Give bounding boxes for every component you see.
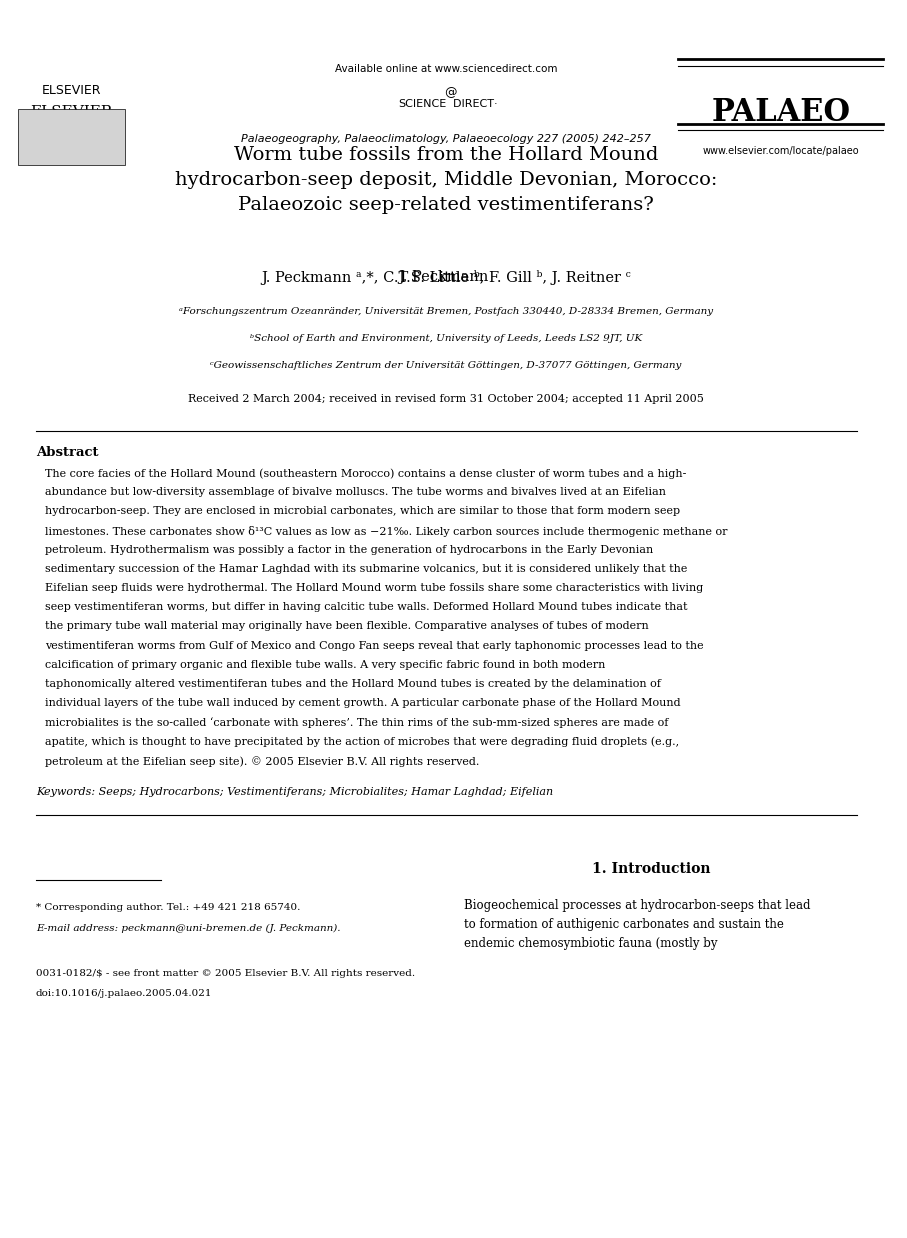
Text: sedimentary succession of the Hamar Laghdad with its submarine volcanics, but it: sedimentary succession of the Hamar Lagh… [44,565,687,574]
Text: Received 2 March 2004; received in revised form 31 October 2004; accepted 11 Apr: Received 2 March 2004; received in revis… [188,394,704,404]
Text: endemic chemosymbiotic fauna (mostly by: endemic chemosymbiotic fauna (mostly by [464,937,717,951]
Text: hydrocarbon-seep. They are enclosed in microbial carbonates, which are similar t: hydrocarbon-seep. They are enclosed in m… [44,506,679,516]
Text: ᵇSchool of Earth and Environment, University of Leeds, Leeds LS2 9JT, UK: ᵇSchool of Earth and Environment, Univer… [250,334,642,343]
Text: @: @ [444,87,457,99]
Text: to formation of authigenic carbonates and sustain the: to formation of authigenic carbonates an… [464,919,784,931]
Text: Biogeochemical processes at hydrocarbon-seeps that lead: Biogeochemical processes at hydrocarbon-… [464,899,811,912]
Text: PALAEO: PALAEO [711,97,850,128]
Text: SCIENCE: SCIENCE [398,99,446,109]
Text: ELSEVIER: ELSEVIER [42,84,102,98]
Text: petroleum at the Eifelian seep site). © 2005 Elsevier B.V. All rights reserved.: petroleum at the Eifelian seep site). © … [44,755,479,766]
Text: individual layers of the tube wall induced by cement growth. A particular carbon: individual layers of the tube wall induc… [44,698,680,708]
Text: ᵃForschungszentrum Ozeanränder, Universität Bremen, Postfach 330440, D-28334 Bre: ᵃForschungszentrum Ozeanränder, Universi… [179,307,713,316]
FancyBboxPatch shape [18,109,125,165]
Text: J. Peckmann: J. Peckmann [399,270,493,284]
Text: ELSEVIER: ELSEVIER [30,105,112,119]
Text: Keywords: Seeps; Hydrocarbons; Vestimentiferans; Microbialites; Hamar Laghdad; E: Keywords: Seeps; Hydrocarbons; Vestiment… [35,787,552,797]
Text: www.elsevier.com/locate/palaeo: www.elsevier.com/locate/palaeo [702,146,859,156]
Text: taphonomically altered vestimentiferan tubes and the Hollard Mound tubes is crea: taphonomically altered vestimentiferan t… [44,678,660,690]
Text: ᶜGeowissenschaftliches Zentrum der Universität Göttingen, D-37077 Göttingen, Ger: ᶜGeowissenschaftliches Zentrum der Unive… [210,361,682,370]
Text: the primary tube wall material may originally have been flexible. Comparative an: the primary tube wall material may origi… [44,621,649,631]
Text: The core facies of the Hollard Mound (southeastern Morocco) contains a dense clu: The core facies of the Hollard Mound (so… [44,468,686,479]
Text: petroleum. Hydrothermalism was possibly a factor in the generation of hydrocarbo: petroleum. Hydrothermalism was possibly … [44,545,653,555]
Text: DIRECT·: DIRECT· [446,99,498,109]
Text: J. Peckmann ᵃ,*, C.T.S. Little ᵇ, F. Gill ᵇ, J. Reitner ᶜ: J. Peckmann ᵃ,*, C.T.S. Little ᵇ, F. Gil… [261,270,631,285]
Text: seep vestimentiferan worms, but differ in having calcitic tube walls. Deformed H: seep vestimentiferan worms, but differ i… [44,603,688,613]
Text: 1. Introduction: 1. Introduction [592,862,710,875]
Text: Abstract: Abstract [35,446,98,459]
Text: * Corresponding author. Tel.: +49 421 218 65740.: * Corresponding author. Tel.: +49 421 21… [35,903,300,911]
Text: Eifelian seep fluids were hydrothermal. The Hollard Mound worm tube fossils shar: Eifelian seep fluids were hydrothermal. … [44,583,703,593]
Text: doi:10.1016/j.palaeo.2005.04.021: doi:10.1016/j.palaeo.2005.04.021 [35,989,212,998]
Text: limestones. These carbonates show δ¹³C values as low as −21‰. Likely carbon sour: limestones. These carbonates show δ¹³C v… [44,525,727,536]
Text: calcification of primary organic and flexible tube walls. A very specific fabric: calcification of primary organic and fle… [44,660,605,670]
Text: apatite, which is thought to have precipitated by the action of microbes that we: apatite, which is thought to have precip… [44,737,678,748]
Text: E-mail address: peckmann@uni-bremen.de (J. Peckmann).: E-mail address: peckmann@uni-bremen.de (… [35,924,340,932]
Text: 0031-0182/$ - see front matter © 2005 Elsevier B.V. All rights reserved.: 0031-0182/$ - see front matter © 2005 El… [35,969,414,978]
Text: abundance but low-diversity assemblage of bivalve molluscs. The tube worms and b: abundance but low-diversity assemblage o… [44,488,666,498]
Text: Available online at www.sciencedirect.com: Available online at www.sciencedirect.co… [335,64,558,74]
Text: vestimentiferan worms from Gulf of Mexico and Congo Fan seeps reveal that early : vestimentiferan worms from Gulf of Mexic… [44,641,703,651]
Text: Worm tube fossils from the Hollard Mound
hydrocarbon-seep deposit, Middle Devoni: Worm tube fossils from the Hollard Mound… [175,146,717,214]
Text: Palaeogeography, Palaeoclimatology, Palaeoecology 227 (2005) 242–257: Palaeogeography, Palaeoclimatology, Pala… [241,134,651,144]
Text: microbialites is the so-called ‘carbonate with spheres’. The thin rims of the su: microbialites is the so-called ‘carbonat… [44,718,668,728]
